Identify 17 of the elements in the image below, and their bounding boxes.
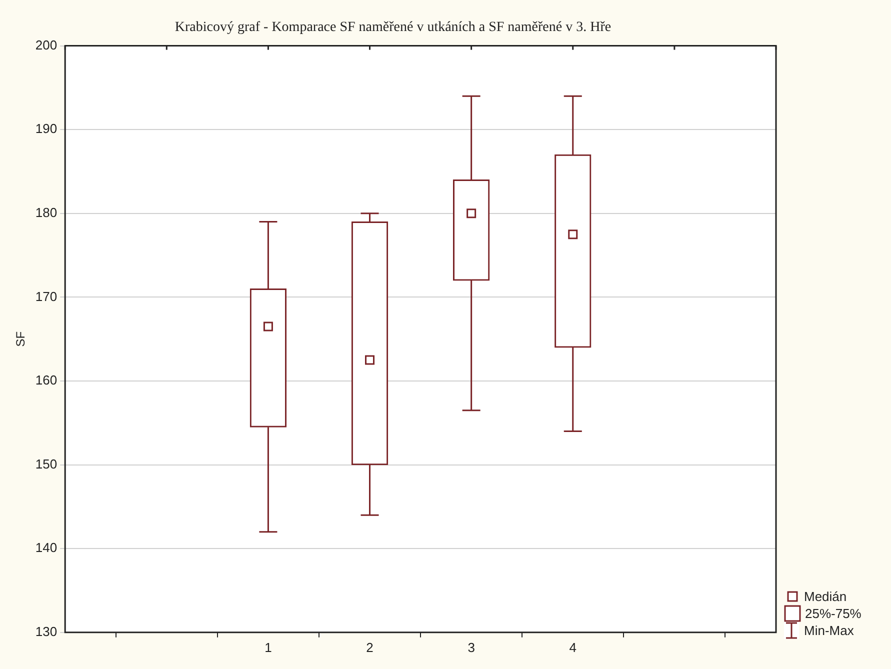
y-tick-label: 160 [35, 372, 58, 388]
x-tick-label: 1 [264, 640, 272, 655]
x-tick-label: 3 [468, 640, 475, 655]
y-axis-title: SF [14, 331, 28, 347]
x-tick-label: 2 [366, 640, 374, 655]
y-tick-label: 130 [35, 624, 58, 639]
y-tick-label: 140 [35, 540, 58, 556]
y-tick-label: 190 [35, 121, 58, 136]
y-tick-label: 150 [35, 456, 58, 472]
x-tick-label: 4 [569, 640, 576, 655]
text: Medián [804, 589, 847, 604]
y-tick-label: 170 [35, 288, 58, 304]
text: 25%-75% [805, 606, 862, 622]
y-tick-label: 180 [35, 204, 58, 220]
text: Min-Max [804, 623, 854, 638]
chart-title: Krabicový graf - Komparace SF naměřené v utkáních a SF naměřené v 3. Hře [174, 20, 612, 36]
y-tick-label: 200 [35, 37, 58, 52]
